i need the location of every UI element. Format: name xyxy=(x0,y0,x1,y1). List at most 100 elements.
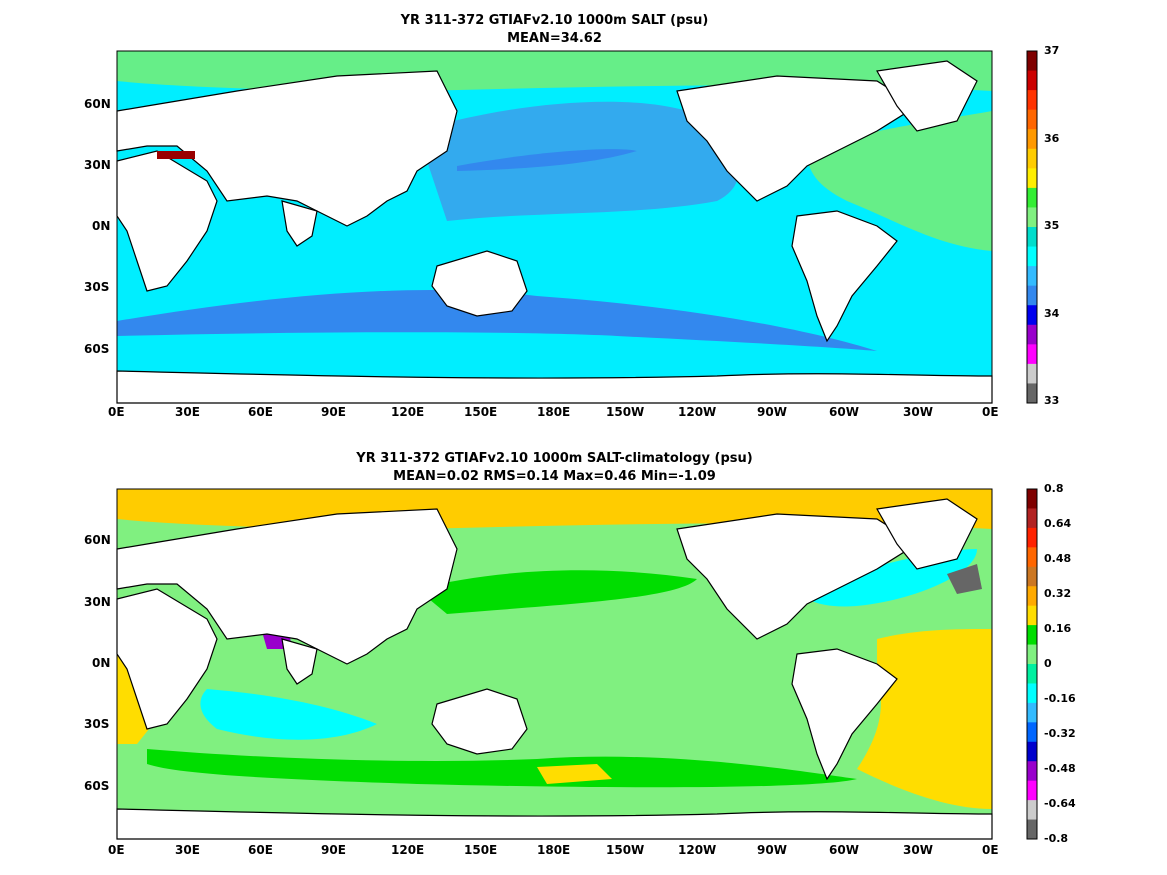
colorbar-swatch xyxy=(1027,664,1037,684)
panel1-xlabel: 0E xyxy=(108,405,125,419)
colorbar-swatch xyxy=(1027,148,1037,169)
panel1-title-line1: YR 311-372 GTIAFv2.10 1000m SALT (psu) xyxy=(400,13,709,28)
panel2-xlabel: 120E xyxy=(391,843,425,857)
panel1-xlabel: 60E xyxy=(248,405,273,419)
panel2-pac-yellow xyxy=(537,764,612,784)
panel1-xlabel: 60W xyxy=(829,405,859,419)
panel2-colorbar-label: -0.32 xyxy=(1044,727,1076,740)
panel2-southern-green xyxy=(147,749,857,788)
panel2-colorbar-label: -0.48 xyxy=(1044,762,1076,775)
colorbar-swatch xyxy=(1027,168,1037,189)
panel1-colorbar-label: 36 xyxy=(1044,132,1060,145)
colorbar-frame xyxy=(1026,488,1038,840)
panel2-title-line2: MEAN=0.02 RMS=0.14 Max=0.46 Min=-1.09 xyxy=(393,469,716,484)
panel2-title-line1: YR 311-372 GTIAFv2.10 1000m SALT-climato… xyxy=(356,451,753,466)
colorbar-swatch xyxy=(1027,780,1037,801)
panel2-ylabel-30s: 30S xyxy=(84,717,110,731)
panel1-land-antarctica xyxy=(116,370,993,404)
panel1-colorbar-label: 37 xyxy=(1044,44,1060,57)
panel2-colorbar-label: 0.16 xyxy=(1044,622,1072,635)
colorbar-swatch xyxy=(1027,566,1037,587)
colorbar-swatch xyxy=(1027,605,1037,626)
panel2-colorbar-label: 0.64 xyxy=(1044,517,1072,530)
colorbar-swatch xyxy=(1027,586,1037,607)
colorbar-swatch xyxy=(1027,625,1037,646)
panel2-land-namerica xyxy=(676,513,919,640)
colorbar-swatch xyxy=(1027,187,1037,208)
colorbar-swatch xyxy=(1027,90,1037,111)
panel1-colorbar xyxy=(1026,50,1038,404)
panel2-colorbar-label: 0.32 xyxy=(1044,587,1072,600)
panel2-colorbar-label: -0.64 xyxy=(1044,797,1076,810)
panel1-xlabel: 30E xyxy=(175,405,200,419)
panel2-ylabel-60s: 60S xyxy=(84,779,110,793)
panel1-land-india xyxy=(281,200,318,247)
panel2-ylabel-30n: 30N xyxy=(84,595,111,609)
panel2-ylabel-0n: 0N xyxy=(92,656,111,670)
panel2-land-eurasia xyxy=(116,508,458,665)
colorbar-swatch xyxy=(1027,363,1037,384)
panel2-land-australia xyxy=(431,688,528,755)
panel1-ylabel-60s: 60S xyxy=(84,342,110,356)
colorbar-swatch xyxy=(1027,344,1037,365)
panel1-colorbar-label: 35 xyxy=(1044,219,1060,232)
colorbar-frame xyxy=(1026,50,1038,404)
panel1-map xyxy=(116,50,993,404)
panel2-indian-neg xyxy=(200,689,377,740)
panel2-land-samerica xyxy=(791,648,898,781)
colorbar-swatch xyxy=(1027,70,1037,91)
colorbar-swatch xyxy=(1027,383,1037,404)
panel2-xlabel: 60E xyxy=(248,843,273,857)
colorbar-swatch xyxy=(1027,761,1037,782)
colorbar-swatch xyxy=(1027,129,1037,150)
panel1-land-greenland xyxy=(876,60,978,132)
panel1-ylabel-30s: 30S xyxy=(84,280,110,294)
colorbar-swatch xyxy=(1027,489,1037,509)
colorbar-swatch xyxy=(1027,741,1037,762)
colorbar-swatch xyxy=(1027,508,1037,529)
colorbar-swatch xyxy=(1027,800,1037,821)
colorbar-swatch xyxy=(1027,207,1037,228)
panel1-atlantic xyxy=(807,111,992,251)
panel1-frame xyxy=(116,50,993,404)
panel2-land-india xyxy=(281,638,318,685)
panel2-xlabel: 0E xyxy=(108,843,125,857)
panel2-npac-green xyxy=(417,570,697,614)
panel2-frame xyxy=(116,488,993,840)
panel1-land-namerica xyxy=(676,75,919,202)
panel1-xlabel: 180E xyxy=(537,405,571,419)
colorbar-swatch xyxy=(1027,324,1037,345)
panel2-xlabel: 120W xyxy=(678,843,717,857)
panel2-colorbar-label: -0.8 xyxy=(1044,832,1069,845)
panel2-land-africa xyxy=(116,588,218,730)
colorbar-swatch xyxy=(1027,246,1037,267)
panel2-xlabel: 90W xyxy=(757,843,787,857)
colorbar-swatch xyxy=(1027,547,1037,568)
panel2-xlabel: 180E xyxy=(537,843,571,857)
panel1-mediterranean xyxy=(157,151,195,159)
panel1-land-samerica xyxy=(791,210,898,343)
colorbar-swatch xyxy=(1027,702,1037,723)
colorbar-swatch xyxy=(1027,722,1037,743)
panel1-land-africa xyxy=(116,150,218,292)
colorbar-swatch xyxy=(1027,305,1037,326)
panel2-ylabel-60n: 60N xyxy=(84,533,111,547)
panel2-colorbar-label: 0.8 xyxy=(1044,482,1064,495)
panel2-colorbar-label: 0.48 xyxy=(1044,552,1072,565)
panel1-ylabel-60n: 60N xyxy=(84,97,111,111)
panel2-colorbar-label: -0.16 xyxy=(1044,692,1076,705)
panel1-land-australia xyxy=(431,250,528,317)
panel1-colorbar-label: 33 xyxy=(1044,394,1060,407)
colorbar-swatch xyxy=(1027,819,1037,840)
colorbar-swatch xyxy=(1027,109,1037,130)
colorbar-swatch xyxy=(1027,683,1037,704)
panel1-ylabel-30n: 30N xyxy=(84,158,111,172)
panel2-gulfstream xyxy=(947,564,982,594)
panel1-xlabel: 0E xyxy=(982,405,999,419)
panel2-land-greenland xyxy=(876,498,978,570)
panel1-xlabel: 150W xyxy=(606,405,645,419)
panel2-xlabel: 90E xyxy=(321,843,346,857)
colorbar-swatch xyxy=(1027,527,1037,548)
colorbar-swatch xyxy=(1027,285,1037,306)
panel2-colorbar xyxy=(1026,488,1038,840)
